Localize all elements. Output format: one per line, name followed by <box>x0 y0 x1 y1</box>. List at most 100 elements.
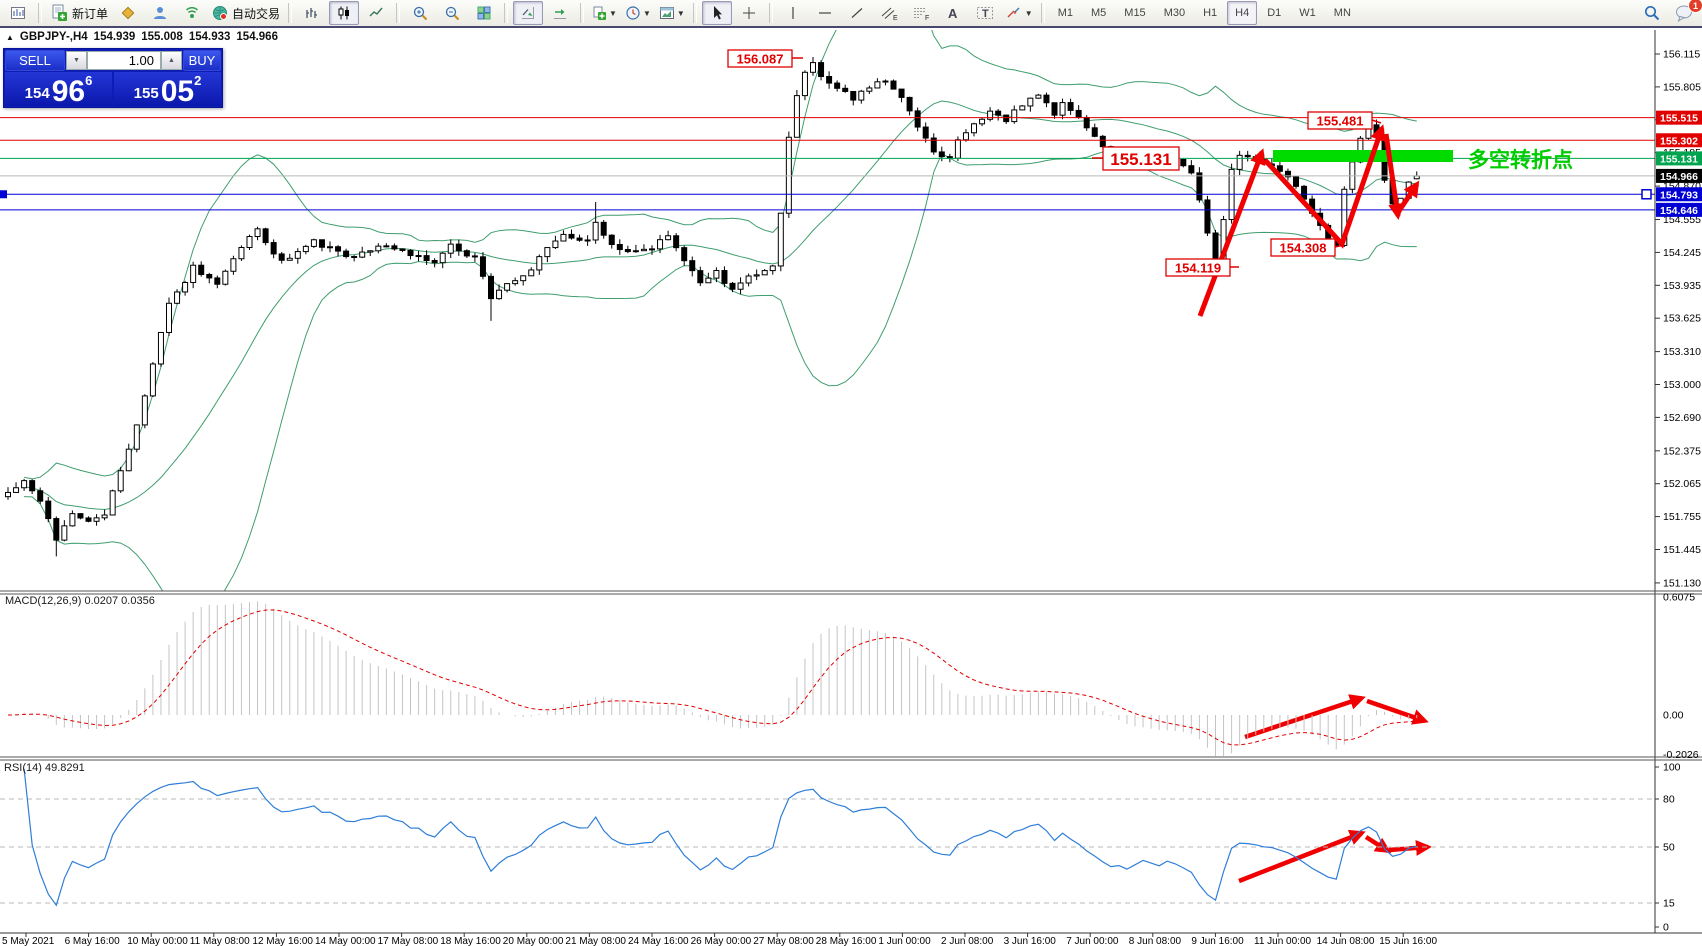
market-watch-icon[interactable] <box>113 1 143 25</box>
candlestick-mode-button[interactable] <box>329 1 360 25</box>
trend-arrow[interactable] <box>1263 124 1386 249</box>
candle <box>1075 109 1082 118</box>
candle <box>681 247 688 262</box>
time-axis-label: 9 Jun 16:00 <box>1191 936 1244 946</box>
strategy-tester-button[interactable]: ▼ <box>622 1 654 25</box>
time-axis-label: 27 May 08:00 <box>753 936 814 946</box>
candle <box>222 270 229 285</box>
timeframe-m5[interactable]: M5 <box>1091 7 1107 19</box>
price-axis-tick: 151.130 <box>1663 577 1701 589</box>
price-axis-tick: 153.935 <box>1663 280 1701 292</box>
notifications-button[interactable]: 1 <box>1669 0 1702 25</box>
new-order-button[interactable]: 新订单 <box>47 1 111 25</box>
ohlc-low: 154.933 <box>188 31 231 43</box>
candle <box>1244 154 1251 158</box>
timeframe-w1[interactable]: W1 <box>1299 7 1316 19</box>
candle <box>455 243 462 252</box>
autotrading-label: 自动交易 <box>232 6 281 21</box>
candle <box>1099 135 1106 148</box>
timeframe-m1[interactable]: M1 <box>1057 7 1073 19</box>
zoom-out-button[interactable] <box>437 1 467 25</box>
new-chart-icon[interactable] <box>3 1 33 25</box>
vertical-line-tool-button[interactable] <box>778 1 808 25</box>
timeframe-h1[interactable]: H1 <box>1203 7 1218 19</box>
trend-arrow[interactable] <box>1238 829 1366 884</box>
signals-icon[interactable] <box>177 1 207 25</box>
tile-windows-button[interactable] <box>469 1 499 25</box>
trend-arrow[interactable] <box>1197 148 1266 317</box>
time-axis-label: 10 May 00:00 <box>127 936 188 946</box>
time-axis-label: 1 Jun 00:00 <box>878 936 931 946</box>
collapse-panel-arrow-icon[interactable]: ▲ <box>6 32 14 42</box>
candle <box>898 88 905 98</box>
candle <box>238 247 245 260</box>
price-callout[interactable]: 155.131 <box>1092 146 1180 171</box>
text-label-tool-button[interactable]: T <box>970 1 1000 25</box>
candle <box>987 110 994 120</box>
equidistant-channel-tool-button[interactable]: E <box>874 1 904 25</box>
trend-arrow[interactable] <box>1383 133 1405 220</box>
candle <box>737 282 744 290</box>
chat-bubble-icon <box>1676 5 1692 22</box>
trend-arrow[interactable] <box>1244 694 1366 740</box>
candle <box>1083 116 1090 129</box>
candle <box>979 118 986 125</box>
timeframe-d1[interactable]: D1 <box>1267 7 1282 19</box>
bar-chart-mode-button[interactable] <box>297 1 327 25</box>
timeframe-m30[interactable]: M30 <box>1163 7 1186 19</box>
price-callout[interactable]: 155.481 <box>1307 111 1382 130</box>
text-tool-button[interactable]: A <box>938 1 968 25</box>
buy-button[interactable]: BUY <box>183 50 221 71</box>
fibonacci-tool-button[interactable]: F <box>906 1 936 25</box>
sell-button[interactable]: SELL <box>5 50 65 71</box>
new-order-menu-button[interactable]: ▼ <box>589 1 620 25</box>
price-callout[interactable]: 154.308 <box>1270 238 1345 257</box>
turning-point-label[interactable]: 多空转折点 <box>1468 148 1573 172</box>
timeframe-h4[interactable]: H4 <box>1227 1 1258 25</box>
zoom-in-button[interactable] <box>405 1 435 25</box>
price-callout[interactable]: 154.119 <box>1165 258 1239 277</box>
auto-scroll-button[interactable] <box>513 1 544 25</box>
rsi-axis-tick: 100 <box>1663 762 1681 774</box>
candle <box>1204 199 1211 234</box>
line-chart-mode-button[interactable] <box>361 1 391 25</box>
volume-decrease-button[interactable]: ▼ <box>66 51 87 70</box>
chart-shift-button[interactable] <box>545 1 575 25</box>
volume-increase-button[interactable]: ▲ <box>161 51 182 70</box>
timeframe-m15[interactable]: M15 <box>1124 7 1146 19</box>
timeframe-mn[interactable]: MN <box>1333 7 1351 19</box>
toolbar-separator <box>38 3 42 23</box>
candle <box>769 265 776 272</box>
candle <box>1043 94 1050 104</box>
time-axis-label: 18 May 16:00 <box>440 936 501 946</box>
trend-arrow[interactable] <box>1366 698 1429 725</box>
crosshair-tool-button[interactable] <box>734 1 764 25</box>
candle <box>206 273 213 279</box>
new-order-icon <box>52 4 67 21</box>
search-button[interactable] <box>1637 1 1667 25</box>
line-handle[interactable] <box>1641 189 1652 200</box>
autotrading-button[interactable]: 自动交易 <box>209 1 283 25</box>
chart-properties-button[interactable]: ▼ <box>656 1 688 25</box>
candle <box>568 233 575 239</box>
candle <box>810 62 816 73</box>
candle <box>1035 94 1042 99</box>
candle <box>1276 165 1283 172</box>
candle <box>254 228 261 238</box>
candle <box>214 277 221 285</box>
chevron-down-icon: ▼ <box>1024 8 1033 18</box>
horizontal-line-tool-button[interactable] <box>810 1 840 25</box>
rsi-axis-tick: 50 <box>1663 842 1675 854</box>
search-icon <box>1644 5 1660 21</box>
arrow-objects-button[interactable]: ▼ <box>1002 1 1036 25</box>
candle <box>584 239 591 242</box>
trend-arrow[interactable] <box>1394 180 1420 216</box>
trendline-tool-button[interactable] <box>842 1 872 25</box>
highlight-zone[interactable] <box>1273 150 1453 162</box>
community-icon[interactable] <box>145 1 175 25</box>
candle <box>560 233 567 242</box>
price-callout[interactable]: 156.087 <box>727 49 803 68</box>
cursor-tool-button[interactable] <box>701 1 732 25</box>
volume-input[interactable]: 1.00 <box>87 51 161 70</box>
